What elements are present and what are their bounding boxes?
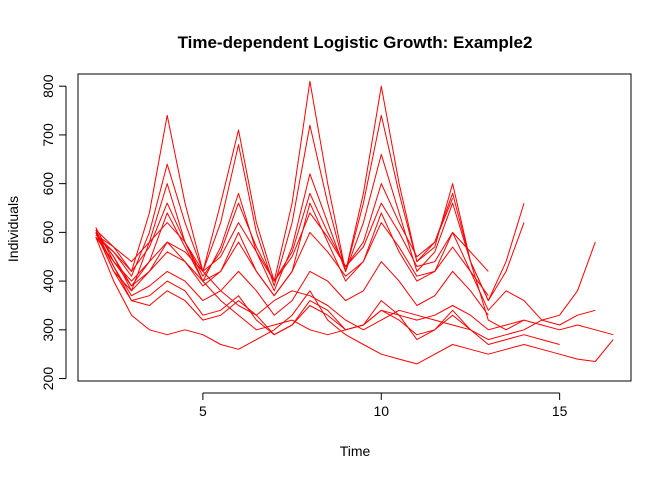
series-line-9 bbox=[95, 229, 489, 316]
series-line-2 bbox=[95, 237, 614, 365]
series-line-4 bbox=[95, 183, 596, 321]
series-line-3 bbox=[95, 227, 596, 341]
y-tick-label: 200 bbox=[40, 367, 56, 391]
y-tick-label: 600 bbox=[40, 172, 56, 196]
series-group bbox=[95, 80, 614, 365]
plot-area-border bbox=[77, 73, 632, 382]
series-line-8 bbox=[95, 222, 489, 297]
x-tick-label: 10 bbox=[373, 403, 389, 419]
series-line-13 bbox=[95, 183, 454, 282]
y-tick-label: 400 bbox=[40, 269, 56, 293]
y-tick-label: 700 bbox=[40, 123, 56, 147]
chart-title: Time-dependent Logistic Growth: Example2 bbox=[178, 33, 533, 52]
y-tick-label: 500 bbox=[40, 220, 56, 244]
series-line-5 bbox=[95, 80, 525, 331]
series-line-7 bbox=[95, 153, 525, 302]
x-axis-label: Time bbox=[340, 443, 371, 459]
y-tick-label: 300 bbox=[40, 318, 56, 342]
y-axis-ticks: 200 300 400 500 600 700 800 bbox=[40, 74, 66, 390]
y-tick-label: 800 bbox=[40, 74, 56, 98]
x-tick-label: 5 bbox=[199, 403, 207, 419]
series-line-10 bbox=[95, 202, 489, 282]
x-axis-ticks: 5 10 15 bbox=[199, 393, 568, 419]
series-line-12 bbox=[95, 232, 560, 345]
x-tick-label: 15 bbox=[552, 403, 568, 419]
series-line-6 bbox=[95, 114, 525, 302]
y-axis-label: Individuals bbox=[5, 196, 21, 262]
